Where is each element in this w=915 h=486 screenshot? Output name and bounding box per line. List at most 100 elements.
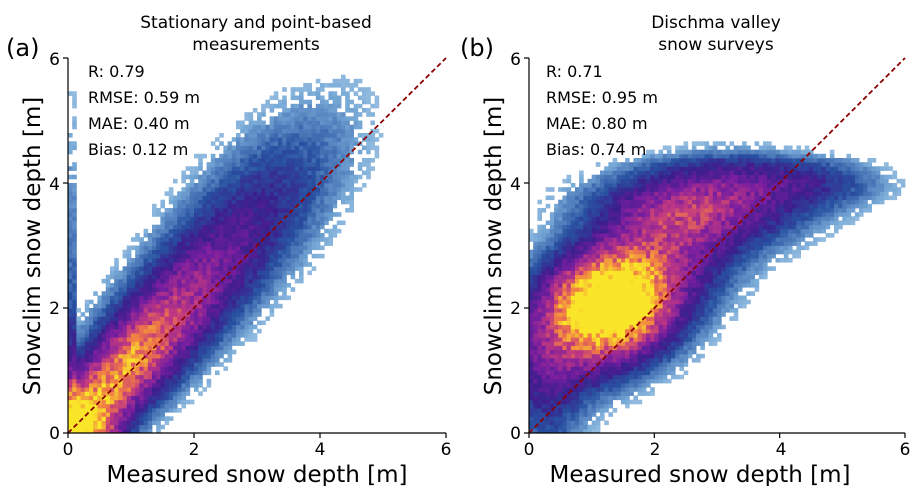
- heatmap-cell: [311, 220, 317, 226]
- heatmap-cell: [575, 374, 580, 380]
- heatmap-cell: [261, 191, 266, 196]
- heatmap-cell: [114, 412, 119, 417]
- heatmap-cell: [549, 403, 555, 409]
- heatmap-cell: [600, 416, 605, 421]
- heatmap-cell: [68, 145, 73, 151]
- heatmap-cell: [541, 424, 547, 430]
- heatmap-cell: [320, 245, 325, 251]
- heatmap-cell: [608, 228, 613, 234]
- heatmap-cell: [240, 195, 245, 201]
- heatmap-cell: [147, 237, 153, 242]
- heatmap-cell: [625, 170, 630, 176]
- heatmap-cell: [324, 195, 329, 201]
- heatmap-cell: [612, 278, 618, 284]
- heatmap-cell: [629, 283, 634, 288]
- heatmap-cell: [658, 353, 664, 359]
- heatmap-cell: [236, 141, 241, 146]
- heatmap-cell: [554, 283, 559, 288]
- heatmap-cell: [122, 345, 128, 351]
- heatmap-cell: [181, 333, 186, 338]
- heatmap-cell: [72, 162, 77, 167]
- heatmap-cell: [541, 266, 547, 271]
- heatmap-cell: [72, 295, 77, 301]
- heatmap-cell: [168, 278, 174, 284]
- heatmap-cell: [202, 153, 207, 159]
- heatmap-cell: [566, 378, 572, 384]
- heatmap-cell: [147, 387, 153, 392]
- heatmap-cell: [533, 416, 538, 421]
- heatmap-cell: [579, 349, 584, 355]
- heatmap-cell: [366, 91, 371, 96]
- heatmap-cell: [654, 220, 659, 226]
- heatmap-cell: [164, 370, 170, 376]
- heatmap-cell: [265, 187, 270, 192]
- heatmap-cell: [143, 333, 149, 338]
- heatmap-cell: [210, 291, 216, 296]
- heatmap-cell: [282, 141, 287, 146]
- heatmap-cell: [248, 195, 254, 201]
- heatmap-cell: [654, 208, 659, 213]
- heatmap-cell: [570, 337, 576, 342]
- heatmap-cell: [122, 408, 128, 413]
- heatmap-cell: [168, 249, 174, 255]
- heatmap-cell: [177, 383, 182, 388]
- heatmap-cell: [198, 349, 203, 355]
- heatmap-cell: [646, 333, 651, 338]
- heatmap-cell: [231, 199, 237, 205]
- heatmap-cell: [114, 391, 119, 396]
- heatmap-cell: [278, 124, 283, 130]
- heatmap-cell: [629, 349, 634, 355]
- heatmap-cell: [353, 112, 359, 117]
- heatmap-cell: [533, 399, 538, 405]
- heatmap-cell: [299, 262, 304, 267]
- heatmap-cell: [324, 162, 329, 167]
- heatmap-cell: [202, 303, 207, 309]
- heatmap-cell: [257, 112, 262, 117]
- heatmap-cell: [625, 237, 630, 242]
- heatmap-cell: [315, 112, 321, 117]
- heatmap-cell: [118, 312, 123, 317]
- heatmap-cell: [101, 420, 107, 426]
- heatmap-cell: [629, 187, 634, 192]
- heatmap-cell: [549, 420, 555, 426]
- heatmap-cell: [265, 141, 270, 146]
- heatmap-cell: [591, 195, 597, 201]
- heatmap-cell: [68, 328, 73, 334]
- heatmap-cell: [583, 428, 588, 434]
- heatmap-cell: [575, 387, 580, 392]
- heatmap-cell: [600, 237, 605, 242]
- heatmap-cell: [591, 237, 597, 242]
- heatmap-cell: [68, 245, 73, 251]
- heatmap-cell: [143, 337, 149, 342]
- heatmap-cell: [143, 291, 149, 296]
- heatmap-cell: [637, 341, 643, 346]
- heatmap-cell: [595, 187, 601, 192]
- heatmap-cell: [219, 262, 224, 267]
- heatmap-cell: [76, 316, 81, 321]
- heatmap-cell: [84, 416, 90, 421]
- heatmap-cell: [591, 420, 597, 426]
- heatmap-cell: [202, 199, 207, 205]
- heatmap-cell: [269, 295, 275, 301]
- heatmap-cell: [541, 428, 547, 434]
- heatmap-cell: [156, 416, 161, 421]
- heatmap-cell: [332, 133, 338, 138]
- heatmap-cell: [202, 278, 207, 284]
- heatmap-cell: [160, 266, 165, 271]
- heatmap-cell: [118, 420, 123, 426]
- heatmap-cell: [160, 391, 165, 396]
- heatmap-cell: [160, 249, 165, 255]
- heatmap-cell: [215, 199, 220, 205]
- heatmap-cell: [654, 224, 659, 230]
- heatmap-cell: [575, 291, 580, 296]
- heatmap-cell: [131, 391, 136, 396]
- heatmap-cell: [194, 174, 199, 180]
- heatmap-cell: [591, 174, 597, 180]
- heatmap-cell: [147, 308, 153, 313]
- heatmap-cell: [583, 408, 588, 413]
- heatmap-cell: [269, 133, 275, 138]
- heatmap-cell: [122, 283, 128, 288]
- heatmap-cell: [97, 412, 102, 417]
- heatmap-cell: [290, 166, 296, 171]
- heatmap-cell: [118, 345, 123, 351]
